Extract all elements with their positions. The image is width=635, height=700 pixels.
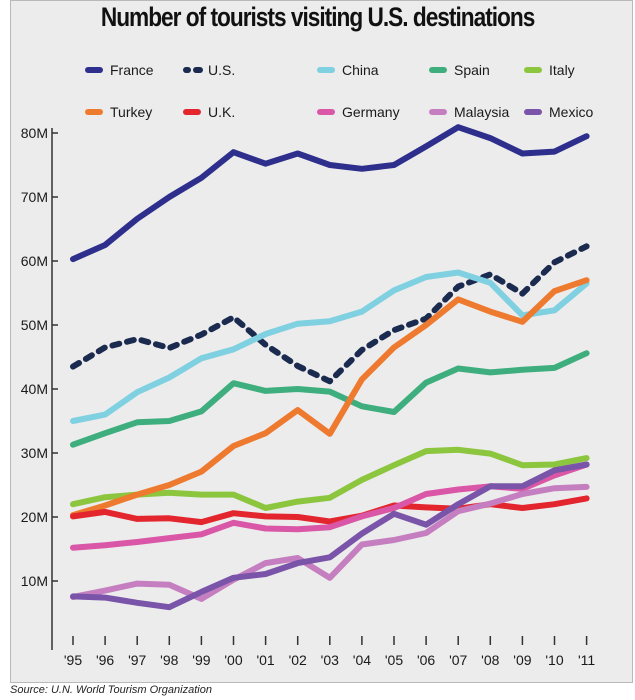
series-line-china bbox=[70, 269, 590, 424]
x-tick-label: '96 bbox=[96, 652, 114, 668]
x-tick-label: '11 bbox=[578, 652, 595, 668]
legend-label-spain: Spain bbox=[454, 62, 490, 78]
chart-title: Number of tourists visiting U.S. destina… bbox=[100, 2, 536, 32]
series-line-mexico bbox=[70, 461, 590, 611]
series-line-u-k bbox=[70, 495, 590, 526]
x-tick-label: '99 bbox=[192, 652, 210, 668]
y-tick-label: 80M bbox=[21, 125, 48, 141]
series-line-turkey bbox=[70, 277, 590, 519]
x-tick-label: '97 bbox=[128, 652, 146, 668]
y-tick-label: 40M bbox=[21, 381, 48, 397]
series-line-france bbox=[70, 124, 590, 263]
x-tick-label: '01 bbox=[256, 652, 274, 668]
y-tick-label: 50M bbox=[21, 317, 48, 333]
x-tick-label: '05 bbox=[385, 652, 403, 668]
legend-label-turkey: Turkey bbox=[110, 104, 152, 120]
source-note: Source: U.N. World Tourism Organization bbox=[10, 684, 212, 696]
x-tick-label: '06 bbox=[417, 652, 435, 668]
y-tick-label: 20M bbox=[21, 509, 48, 525]
y-tick-label: 10M bbox=[21, 573, 48, 589]
y-tick-label: 70M bbox=[21, 189, 48, 205]
x-tick-label: '00 bbox=[224, 652, 242, 668]
legend-label-u-s: U.S. bbox=[208, 62, 235, 78]
x-tick-label: '09 bbox=[513, 652, 531, 668]
x-tick-label: '10 bbox=[545, 652, 563, 668]
series-line-malaysia bbox=[70, 483, 590, 602]
legend-label-france: France bbox=[110, 62, 154, 78]
x-tick-label: '07 bbox=[449, 652, 467, 668]
x-tick-label: '04 bbox=[353, 652, 371, 668]
series-line-italy bbox=[70, 446, 590, 511]
legend-label-u-k: U.K. bbox=[208, 104, 235, 120]
y-tick-label: 30M bbox=[21, 445, 48, 461]
legend-label-mexico: Mexico bbox=[549, 104, 594, 120]
legend-label-italy: Italy bbox=[549, 62, 575, 78]
series-line-u-s bbox=[70, 243, 590, 385]
x-tick-label: '03 bbox=[321, 652, 339, 668]
x-tick-label: '02 bbox=[289, 652, 307, 668]
legend-label-china: China bbox=[342, 62, 379, 78]
x-tick-label: '95 bbox=[64, 652, 82, 668]
series-line-spain bbox=[70, 350, 590, 448]
legend-label-germany: Germany bbox=[342, 104, 400, 120]
y-tick-label: 60M bbox=[21, 253, 48, 269]
legend-label-malaysia: Malaysia bbox=[454, 104, 509, 120]
x-tick-label: '98 bbox=[160, 652, 178, 668]
x-tick-label: '08 bbox=[481, 652, 499, 668]
